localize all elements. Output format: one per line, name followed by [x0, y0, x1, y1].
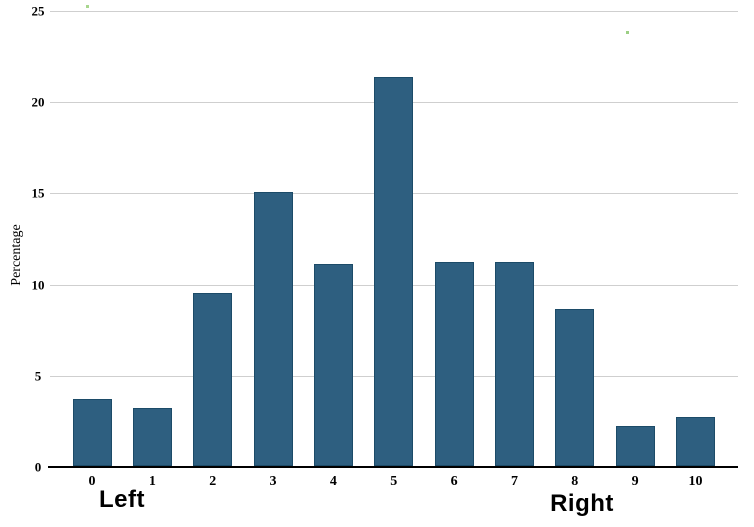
- y-tick-label-0: 0: [34, 459, 42, 475]
- y-tick-label-5: 5: [34, 368, 42, 384]
- x-tick-label-5: 5: [390, 474, 398, 489]
- bar-5: [374, 77, 414, 466]
- x-tick-label-10: 10: [688, 474, 703, 489]
- bar-10: [676, 416, 715, 466]
- x-tick-label-6: 6: [450, 474, 458, 489]
- x-axis-line: [48, 466, 738, 468]
- bar-2: [193, 292, 233, 466]
- y-tick-label-25: 25: [31, 3, 45, 19]
- bar-7: [494, 261, 534, 466]
- x-axis-group-label-right: Right: [550, 490, 614, 517]
- x-axis-group-label-left: Left: [99, 486, 145, 513]
- bar-9: [615, 425, 655, 466]
- x-tick-label-4: 4: [329, 474, 337, 489]
- gridline-25: [50, 11, 738, 12]
- x-tick-label-3: 3: [269, 474, 277, 489]
- y-tick-label-20: 20: [31, 94, 45, 110]
- x-tick-label-1: 1: [148, 474, 156, 489]
- bar-0: [72, 398, 112, 466]
- bar-6: [434, 261, 474, 466]
- y-tick-label-15: 15: [31, 185, 45, 201]
- bar-3: [253, 192, 293, 466]
- bar-1: [132, 407, 172, 466]
- x-tick-label-0: 0: [88, 474, 96, 489]
- green-speck-artifact: [86, 5, 89, 8]
- y-tick-label-10: 10: [31, 277, 45, 293]
- x-tick-label-9: 9: [631, 474, 639, 489]
- bar-4: [313, 263, 353, 466]
- x-tick-label-8: 8: [571, 474, 579, 489]
- x-tick-label-7: 7: [510, 474, 518, 489]
- bar-8: [555, 309, 595, 466]
- x-tick-label-2: 2: [209, 474, 217, 489]
- green-speck-artifact: [626, 31, 629, 34]
